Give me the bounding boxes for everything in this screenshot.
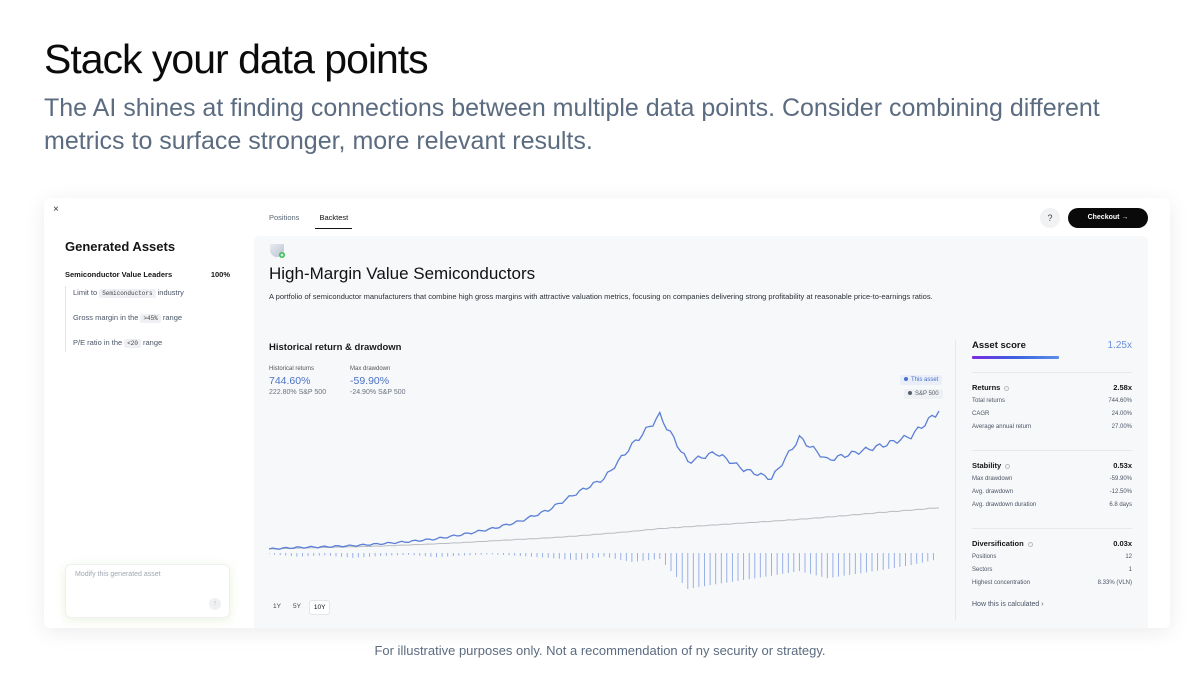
row-label: Highest concentration [972, 580, 1031, 586]
close-icon[interactable]: × [53, 204, 59, 215]
asset-score-title: Asset score [972, 340, 1026, 351]
return-drawdown-chart[interactable] [269, 401, 941, 591]
metric-label: Historical returns [269, 366, 315, 372]
disclaimer: For illustrative purposes only. Not a re… [374, 643, 826, 658]
range-1y-button[interactable]: 1Y [273, 603, 281, 610]
row-value: 744.60% [1108, 398, 1132, 404]
range-5y-button[interactable]: 5Y [292, 603, 301, 610]
divider [955, 340, 956, 620]
asset-line [269, 410, 940, 550]
row-value: -59.90% [1109, 476, 1132, 482]
hero-subtitle: The AI shines at finding connections bet… [44, 94, 1100, 155]
criterion-gross-margin[interactable]: Gross margin in the >45% range [73, 313, 182, 323]
section-title: Diversification [972, 539, 1024, 548]
asset-score-bar [972, 356, 1059, 359]
row-value: 1 [1128, 567, 1132, 573]
criterion-chip: >45% [140, 314, 161, 323]
hero-title: Stack your data points [44, 36, 429, 82]
score-section-returns: Returns 2.58x Total returns 744.60% CAGR 24… [972, 372, 1132, 437]
row-label: Total returns [972, 398, 1006, 404]
metric-benchmark: -24.90% S&P 500 [350, 389, 406, 396]
asset-score-header: Asset score 1.25x [972, 340, 1132, 351]
metric-historical-returns: Historical returns 744.60% 222.80% S&P 5… [269, 366, 326, 396]
portfolio-row[interactable]: Semiconductor Value Leaders 100% [65, 270, 230, 279]
section-value: 0.03x [1113, 539, 1132, 548]
tab-backtest[interactable]: Backtest [315, 198, 353, 229]
legend-sp500[interactable]: S&P 500 [904, 389, 943, 399]
view-tabs: Positions Backtest [269, 198, 353, 229]
help-button[interactable]: ? [1040, 208, 1060, 228]
portfolio-name: Semiconductor Value Leaders [65, 270, 173, 279]
asset-title: High-Margin Value Semiconductors [269, 264, 536, 283]
modify-asset-input[interactable]: Modify this generated asset ↑ [65, 564, 230, 618]
row-label: Average annual return [972, 424, 1032, 430]
row-label: Avg. drawdown [972, 489, 1013, 495]
section-title: Stability [972, 461, 1002, 470]
criterion-chip: Semiconductors [99, 289, 156, 298]
criterion-text: range [143, 338, 163, 347]
row-label: Avg. drawdown duration [972, 502, 1037, 508]
metric-max-drawdown: Max drawdown -59.90% -24.90% S&P 500 [350, 366, 406, 396]
score-section-diversification: Diversification 0.03x Positions 12 Sectors… [972, 528, 1132, 593]
row-label: Sectors [972, 567, 993, 573]
row-label: Max drawdown [972, 476, 1013, 482]
row-value: -12.50% [1109, 489, 1132, 495]
legend-dot [904, 377, 908, 382]
score-section-stability: Stability 0.53x Max drawdown -59.90% Avg. … [972, 450, 1132, 515]
portfolio-pct: 100% [210, 270, 230, 279]
checkout-button[interactable]: Checkout → [1068, 208, 1148, 228]
panel-title: Generated Assets [65, 239, 176, 254]
criterion-text: Gross margin in the [73, 313, 139, 322]
generated-assets-panel: × Generated Assets Semiconductor Value L… [44, 198, 254, 628]
send-arrow-icon[interactable]: ↑ [209, 598, 221, 610]
criteria-list: Limit to Semiconductors industry Gross mar… [65, 286, 184, 352]
asset-score-panel: Asset score 1.25x Returns 2.58x Total ret… [972, 340, 1132, 608]
section-title: Returns [972, 383, 1001, 392]
row-label: Positions [972, 554, 997, 560]
row-value: 12 [1125, 554, 1132, 560]
row-label: CAGR [972, 411, 990, 417]
asset-logo-icon [270, 244, 285, 258]
criterion-chip: <20 [124, 339, 142, 348]
row-value: 24.00% [1111, 411, 1132, 417]
chart-title: Historical return & drawdown [269, 342, 402, 353]
asset-score-value: 1.25x [1107, 340, 1132, 351]
info-icon[interactable] [1027, 541, 1033, 547]
section-value: 2.58x [1113, 383, 1132, 392]
legend-this-asset[interactable]: This asset [900, 375, 943, 385]
range-selector: 1Y 5Y 10Y [269, 600, 331, 615]
row-value: 27.00% [1111, 424, 1132, 430]
criterion-text: P/E ratio in the [73, 338, 123, 347]
legend-dot [908, 391, 912, 396]
app-window: × Generated Assets Semiconductor Value L… [44, 198, 1170, 628]
section-value: 0.53x [1113, 461, 1132, 470]
legend-label: S&P 500 [915, 391, 939, 397]
modify-placeholder: Modify this generated asset [75, 571, 161, 578]
asset-detail: High-Margin Value Semiconductors A portf… [254, 236, 1148, 628]
row-value: 8.33% (VLN) [1097, 580, 1132, 586]
metric-label: Max drawdown [350, 366, 391, 372]
asset-description: A portfolio of semiconductor manufacture… [269, 292, 933, 301]
criterion-text: Limit to [73, 288, 98, 297]
row-value: 6.8 days [1109, 502, 1132, 508]
criterion-pe-ratio[interactable]: P/E ratio in the <20 range [73, 338, 162, 348]
sp500-line [269, 507, 940, 550]
criterion-text: range [162, 313, 183, 322]
metric-benchmark: 222.80% S&P 500 [269, 389, 327, 396]
legend-label: This asset [911, 377, 939, 383]
info-icon[interactable] [1005, 463, 1011, 469]
criterion-industry[interactable]: Limit to Semiconductors industry [73, 288, 184, 298]
tab-positions[interactable]: Positions [269, 213, 300, 222]
range-10y-button[interactable]: 10Y [308, 600, 331, 615]
how-calculated-link[interactable]: How this is calculated › [972, 601, 1044, 608]
info-icon[interactable] [1004, 385, 1010, 391]
metric-value: 744.60% [269, 375, 311, 387]
metric-value: -59.90% [350, 375, 390, 387]
criterion-text: industry [157, 288, 184, 297]
